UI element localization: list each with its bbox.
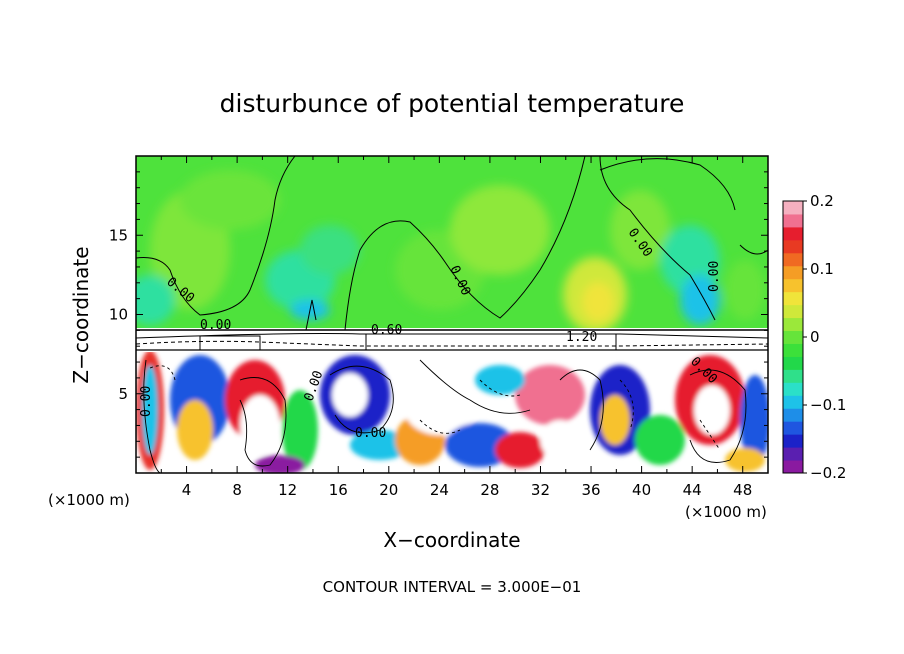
- upper-contours: [136, 156, 768, 331]
- colorbar-swatch: [783, 369, 803, 383]
- x-tick-label: 40: [632, 481, 651, 499]
- colorbar-swatch: [783, 201, 803, 215]
- colorbar: −0.2 −0.1 0 0.1 0.2: [782, 192, 846, 482]
- colorbar-swatch: [783, 421, 803, 435]
- x-axis-label: X−coordinate: [383, 528, 520, 552]
- chart-title: disturbunce of potential temperature: [220, 89, 685, 118]
- colorbar-swatch: [783, 252, 803, 267]
- x-axis: 4 8 12 16 20 24 28 32 36 40 44 48: [160, 156, 752, 499]
- x-unit-right: (×1000 m): [685, 503, 767, 521]
- y-axis: 5 10 15: [109, 171, 768, 458]
- contour-label: 0.60: [371, 323, 402, 338]
- colorbar-swatch: [783, 382, 803, 396]
- colorbar-tick-label: 0.1: [810, 260, 834, 278]
- colorbar-swatch: [783, 460, 803, 474]
- colorbar-swatch: [783, 304, 803, 319]
- x-tick-label: 4: [182, 481, 192, 499]
- colorbar-tick-label: 0.2: [810, 192, 834, 210]
- colorbar-swatch: [783, 408, 803, 422]
- y-axis-label: Z−coordinate: [69, 246, 93, 383]
- colorbar-swatch: [783, 291, 803, 306]
- x-tick-label: 24: [430, 481, 449, 499]
- x-tick-label: 16: [329, 481, 348, 499]
- x-tick-label: 12: [278, 481, 297, 499]
- y-tick-label: 10: [109, 306, 128, 324]
- colorbar-swatch: [783, 330, 803, 344]
- upper-layer-patches: [136, 170, 765, 333]
- colorbar-swatch: [783, 434, 803, 448]
- colorbar-tick-label: −0.2: [810, 464, 846, 482]
- x-tick-label: 28: [480, 481, 499, 499]
- colorbar-swatch: [783, 317, 803, 332]
- colorbar-swatch: [783, 343, 803, 357]
- colorbar-swatch: [783, 395, 803, 409]
- lower-layer-patches: [136, 350, 768, 473]
- contour-label: 0.00: [355, 426, 386, 441]
- interface-band: [136, 328, 768, 352]
- x-tick-label: 32: [531, 481, 550, 499]
- contour-label: 0.00: [707, 261, 722, 292]
- colorbar-swatch: [783, 226, 803, 241]
- x-tick-label: 44: [683, 481, 702, 499]
- colorbar-swatch: [783, 447, 803, 461]
- contour-interval-note: CONTOUR INTERVAL = 3.000E−01: [323, 578, 582, 596]
- colorbar-swatch: [783, 356, 803, 370]
- x-tick-label: 20: [379, 481, 398, 499]
- contour-label: 0.00: [200, 318, 231, 333]
- colorbar-swatch: [783, 239, 803, 254]
- colorbar-tick-label: 0: [810, 328, 820, 346]
- x-tick-label: 36: [581, 481, 600, 499]
- interface-contours: [136, 329, 768, 351]
- contour-label: 0.00: [139, 386, 154, 417]
- colorbar-tick-label: −0.1: [810, 396, 846, 414]
- y-tick-label: 15: [109, 226, 128, 244]
- lower-contours: [143, 359, 747, 473]
- colorbar-swatch: [783, 265, 803, 280]
- x-tick-label: 48: [733, 481, 752, 499]
- contour-label: 1.20: [566, 330, 597, 345]
- x-unit-left: (×1000 m): [48, 491, 130, 509]
- heatmap-field: [136, 156, 768, 473]
- colorbar-swatch: [783, 213, 803, 228]
- y-tick-label: 5: [118, 385, 128, 403]
- colorbar-swatch: [783, 278, 803, 293]
- x-tick-label: 8: [232, 481, 242, 499]
